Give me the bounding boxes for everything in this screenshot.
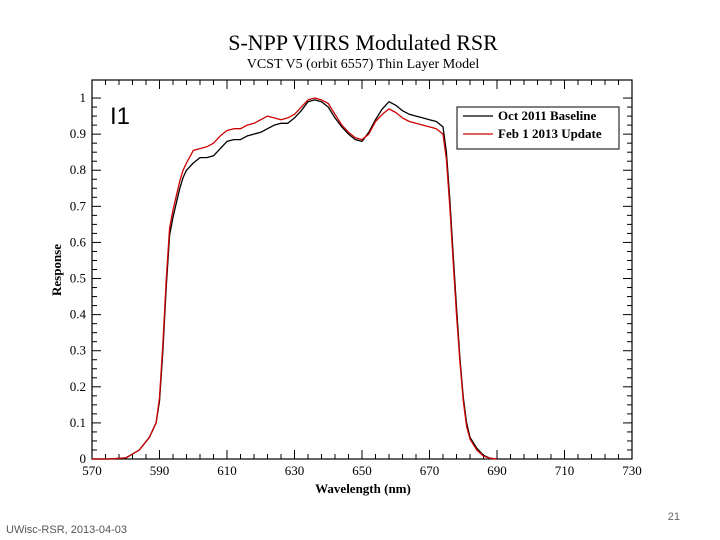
y-tick-label: 0.2 bbox=[70, 379, 86, 394]
y-tick-label: 1 bbox=[80, 90, 87, 105]
y-tick-label: 0 bbox=[80, 451, 87, 466]
y-tick-label: 0.9 bbox=[70, 126, 86, 141]
x-tick-label: 590 bbox=[150, 463, 170, 478]
x-tick-label: 610 bbox=[217, 463, 237, 478]
slide-footer: UWisc-RSR, 2013-04-03 bbox=[6, 524, 128, 536]
series-line-2 bbox=[92, 97, 498, 460]
y-tick-label: 0.6 bbox=[70, 234, 87, 249]
x-tick-label: 630 bbox=[285, 463, 305, 478]
y-axis-label: Response bbox=[49, 244, 64, 296]
series-layer bbox=[92, 97, 498, 460]
x-tick-label: 730 bbox=[622, 463, 642, 478]
y-tick-label: 0.1 bbox=[70, 415, 86, 430]
y-tick-label: 0.3 bbox=[70, 343, 86, 358]
band-label: I1 bbox=[110, 103, 130, 130]
x-tick-label: 690 bbox=[487, 463, 507, 478]
legend-label-1: Oct 2011 Baseline bbox=[498, 108, 596, 123]
chart-title: S-NPP VIIRS Modulated RSR bbox=[228, 30, 498, 55]
x-axis-label: Wavelength (nm) bbox=[315, 481, 411, 496]
legend-box bbox=[456, 106, 620, 150]
x-tick-label: 570 bbox=[82, 463, 102, 478]
x-tick-label: 670 bbox=[420, 463, 440, 478]
x-tick-label: 710 bbox=[555, 463, 575, 478]
y-tick-label: 0.4 bbox=[70, 307, 87, 322]
legend: Oct 2011 Baseline Feb 1 2013 Update bbox=[456, 106, 620, 150]
series-line-1 bbox=[92, 99, 498, 460]
slide-number: 21 bbox=[667, 511, 680, 523]
y-tick-label: 0.8 bbox=[70, 162, 86, 177]
y-tick-label: 0.5 bbox=[70, 271, 86, 286]
x-tick-label: 650 bbox=[352, 463, 372, 478]
legend-label-2: Feb 1 2013 Update bbox=[498, 126, 602, 141]
chart-subtitle: VCST V5 (orbit 6557) Thin Layer Model bbox=[247, 57, 480, 72]
axis-ticks: 0 0.1 0.2 0.3 0.4 0.5 0.6 0.7 0.8 0.9 1 570 590 610 63… bbox=[70, 80, 642, 478]
y-tick-label: 0.7 bbox=[70, 198, 87, 213]
